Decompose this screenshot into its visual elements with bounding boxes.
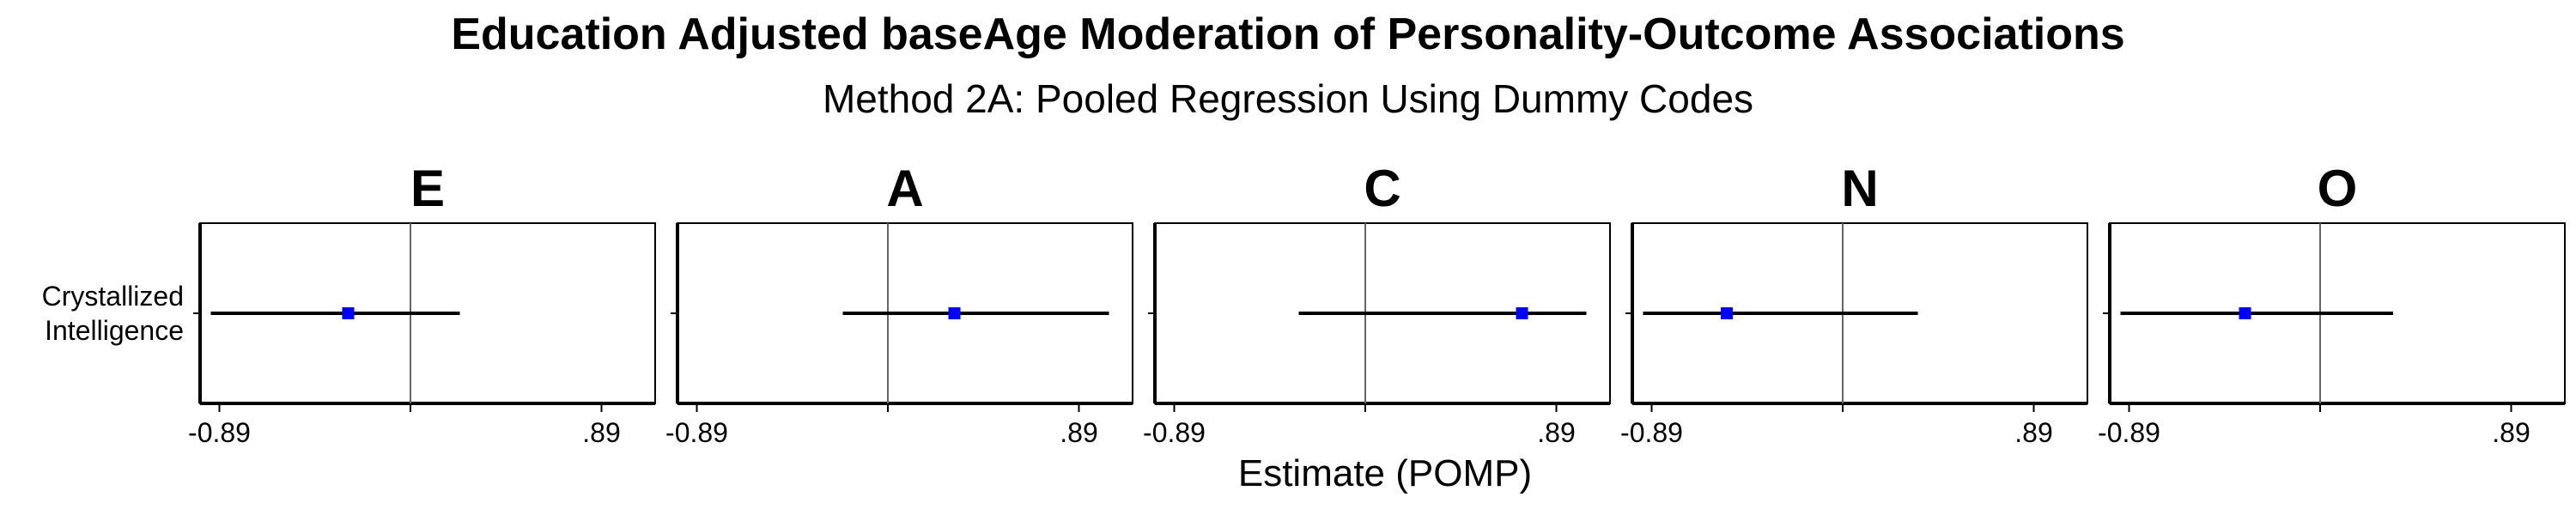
panel-title-A: A: [886, 160, 923, 217]
estimate-point-O: [2239, 307, 2251, 319]
x-tick-label: .89: [2014, 417, 2052, 448]
x-tick-label: .89: [582, 417, 620, 448]
estimate-point-N: [1721, 307, 1733, 319]
x-tick-label: -0.89: [188, 417, 251, 448]
y-category-label-line: Intelligence: [45, 315, 184, 346]
estimate-point-A: [948, 307, 961, 319]
y-category-label: Crystallized Intelligence: [3, 279, 184, 348]
chart-title: Education Adjusted baseAge Moderation of…: [451, 9, 2125, 59]
panel-title-N: N: [1841, 160, 1878, 217]
x-tick-label: .89: [2492, 417, 2530, 448]
panel-title-E: E: [410, 160, 445, 217]
chart-subtitle: Method 2A: Pooled Regression Using Dummy…: [822, 76, 1754, 121]
x-tick-label: -0.89: [1143, 417, 1206, 448]
estimate-point-E: [342, 307, 355, 319]
panel-title-C: C: [1364, 160, 1400, 217]
x-axis-label: Estimate (POMP): [1237, 452, 1533, 494]
x-tick-label: -0.89: [665, 417, 728, 448]
estimate-point-C: [1516, 307, 1528, 319]
panel-title-O: O: [2318, 160, 2358, 217]
y-category-label-line: Crystallized: [41, 281, 184, 312]
x-tick-label: .89: [1537, 417, 1575, 448]
x-tick-label: .89: [1060, 417, 1097, 448]
x-tick-label: -0.89: [1620, 417, 1683, 448]
x-tick-label: -0.89: [2098, 417, 2160, 448]
